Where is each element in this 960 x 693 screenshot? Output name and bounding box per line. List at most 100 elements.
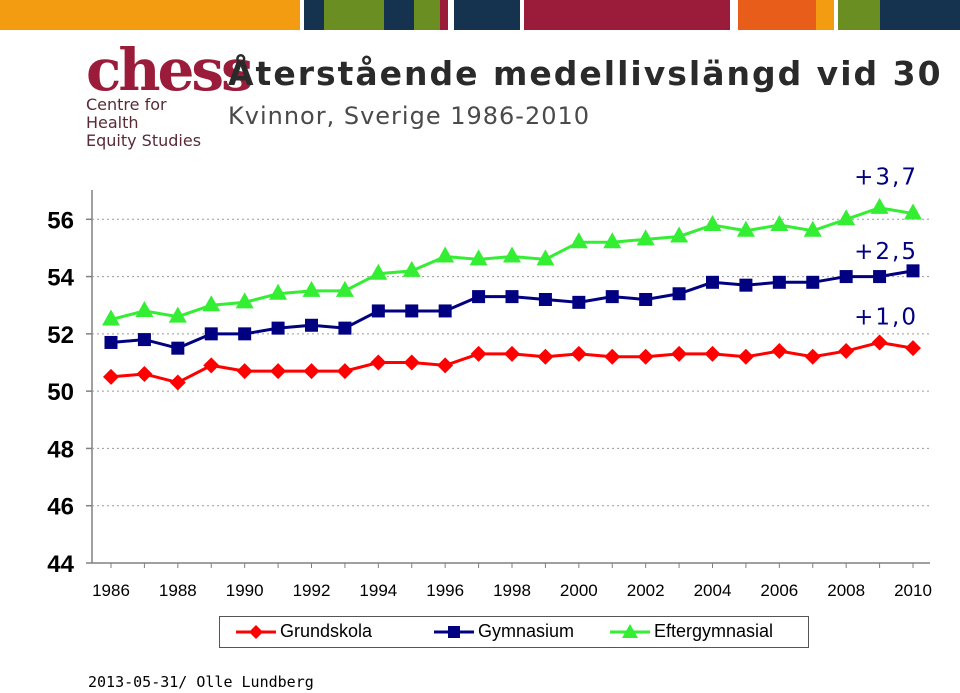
y-tick-label: 56	[47, 207, 74, 234]
data-point	[102, 309, 120, 326]
data-point	[804, 348, 821, 365]
data-point	[338, 321, 352, 335]
data-point	[302, 280, 321, 297]
data-point	[771, 343, 788, 360]
data-point	[570, 345, 587, 362]
data-point	[538, 292, 552, 306]
series-line-gymnasium	[110, 269, 914, 350]
color-bar-segment	[838, 0, 880, 30]
data-point	[204, 327, 218, 341]
data-point	[136, 365, 153, 382]
data-point	[671, 345, 688, 362]
x-tick-label: 1986	[92, 581, 130, 600]
color-bar-segment	[304, 0, 324, 30]
data-point	[104, 335, 118, 349]
data-point	[904, 203, 922, 220]
data-point	[739, 278, 753, 292]
data-point	[371, 304, 385, 318]
data-point	[569, 232, 588, 249]
data-point	[469, 249, 488, 266]
data-point	[135, 300, 154, 317]
footer-credit: 2013-05-31/ Olle Lundberg	[88, 673, 314, 691]
color-bar-segment	[384, 0, 396, 30]
logo-subtitle-line1: Centre for Health	[86, 95, 167, 132]
x-tick-label: 1992	[293, 581, 331, 600]
change-annotation: +2,5	[854, 239, 918, 265]
x-tick-label: 1996	[426, 581, 464, 600]
data-point	[905, 340, 921, 357]
x-tick-label: 2004	[694, 581, 732, 600]
data-point	[736, 220, 755, 237]
data-point	[369, 263, 388, 280]
chart-subtitle: Kvinnor, Sverige 1986-2010	[228, 102, 591, 130]
data-point	[169, 374, 186, 391]
data-point	[238, 327, 252, 341]
data-point	[470, 345, 487, 362]
y-tick-label: 44	[47, 551, 74, 578]
data-point	[670, 226, 689, 243]
decorative-color-bar	[0, 0, 960, 32]
legend-item-grundskola: Grundskola	[236, 621, 372, 642]
y-tick-label: 48	[47, 436, 74, 463]
legend-label: Gymnasium	[478, 621, 575, 641]
y-tick-label: 46	[47, 494, 74, 521]
data-point	[772, 275, 786, 289]
data-point	[737, 348, 754, 365]
data-point	[171, 341, 185, 355]
logo-subtitle-line2: Equity Studies	[86, 131, 202, 150]
data-point	[168, 306, 187, 323]
data-point	[235, 292, 254, 309]
x-tick-label: 2002	[627, 581, 665, 600]
data-point	[270, 363, 287, 380]
data-point	[803, 220, 822, 237]
legend-diamond-icon	[236, 624, 276, 639]
x-tick-label: 2010	[894, 581, 932, 600]
data-point	[636, 229, 655, 246]
data-point	[236, 363, 253, 380]
color-bar-segment	[396, 0, 414, 30]
chart-legend: Grundskola Gymnasium Eftergymnasial	[219, 616, 809, 648]
color-bar-segment	[880, 0, 960, 30]
data-point	[137, 333, 151, 347]
change-annotation: +3,7	[854, 164, 918, 190]
data-point	[837, 209, 856, 226]
data-point	[472, 290, 486, 304]
data-point	[870, 197, 889, 214]
data-point	[839, 270, 853, 284]
data-point	[402, 260, 421, 277]
data-point	[537, 348, 554, 365]
y-tick-label: 52	[47, 322, 74, 349]
data-point	[303, 363, 320, 380]
data-point	[906, 264, 920, 278]
data-point	[605, 290, 619, 304]
data-point	[405, 304, 419, 318]
data-point	[437, 357, 454, 374]
x-tick-label: 2008	[827, 581, 865, 600]
data-point	[335, 280, 354, 297]
y-tick-label: 54	[47, 265, 74, 292]
data-point	[604, 348, 621, 365]
data-point	[103, 368, 119, 385]
data-point	[269, 283, 288, 300]
change-annotation: +1,0	[854, 305, 918, 331]
x-tick-label: 2006	[760, 581, 798, 600]
color-bar-segment	[524, 0, 730, 30]
data-point	[572, 295, 586, 309]
legend-item-eftergymnasial: Eftergymnasial	[610, 621, 773, 642]
data-point	[639, 292, 653, 306]
color-bar-segment	[0, 0, 300, 30]
data-point	[271, 321, 285, 335]
legend-square-icon	[434, 625, 474, 638]
data-point	[770, 215, 789, 232]
data-point	[806, 275, 820, 289]
color-bar-segment	[816, 0, 834, 30]
data-point	[403, 354, 420, 371]
data-point	[603, 232, 622, 249]
color-bar-segment	[454, 0, 520, 30]
data-point	[503, 246, 521, 263]
legend-triangle-icon	[610, 623, 650, 638]
data-point	[672, 287, 686, 301]
color-bar-segment	[324, 0, 384, 30]
data-point	[871, 334, 888, 351]
data-point	[305, 318, 318, 332]
